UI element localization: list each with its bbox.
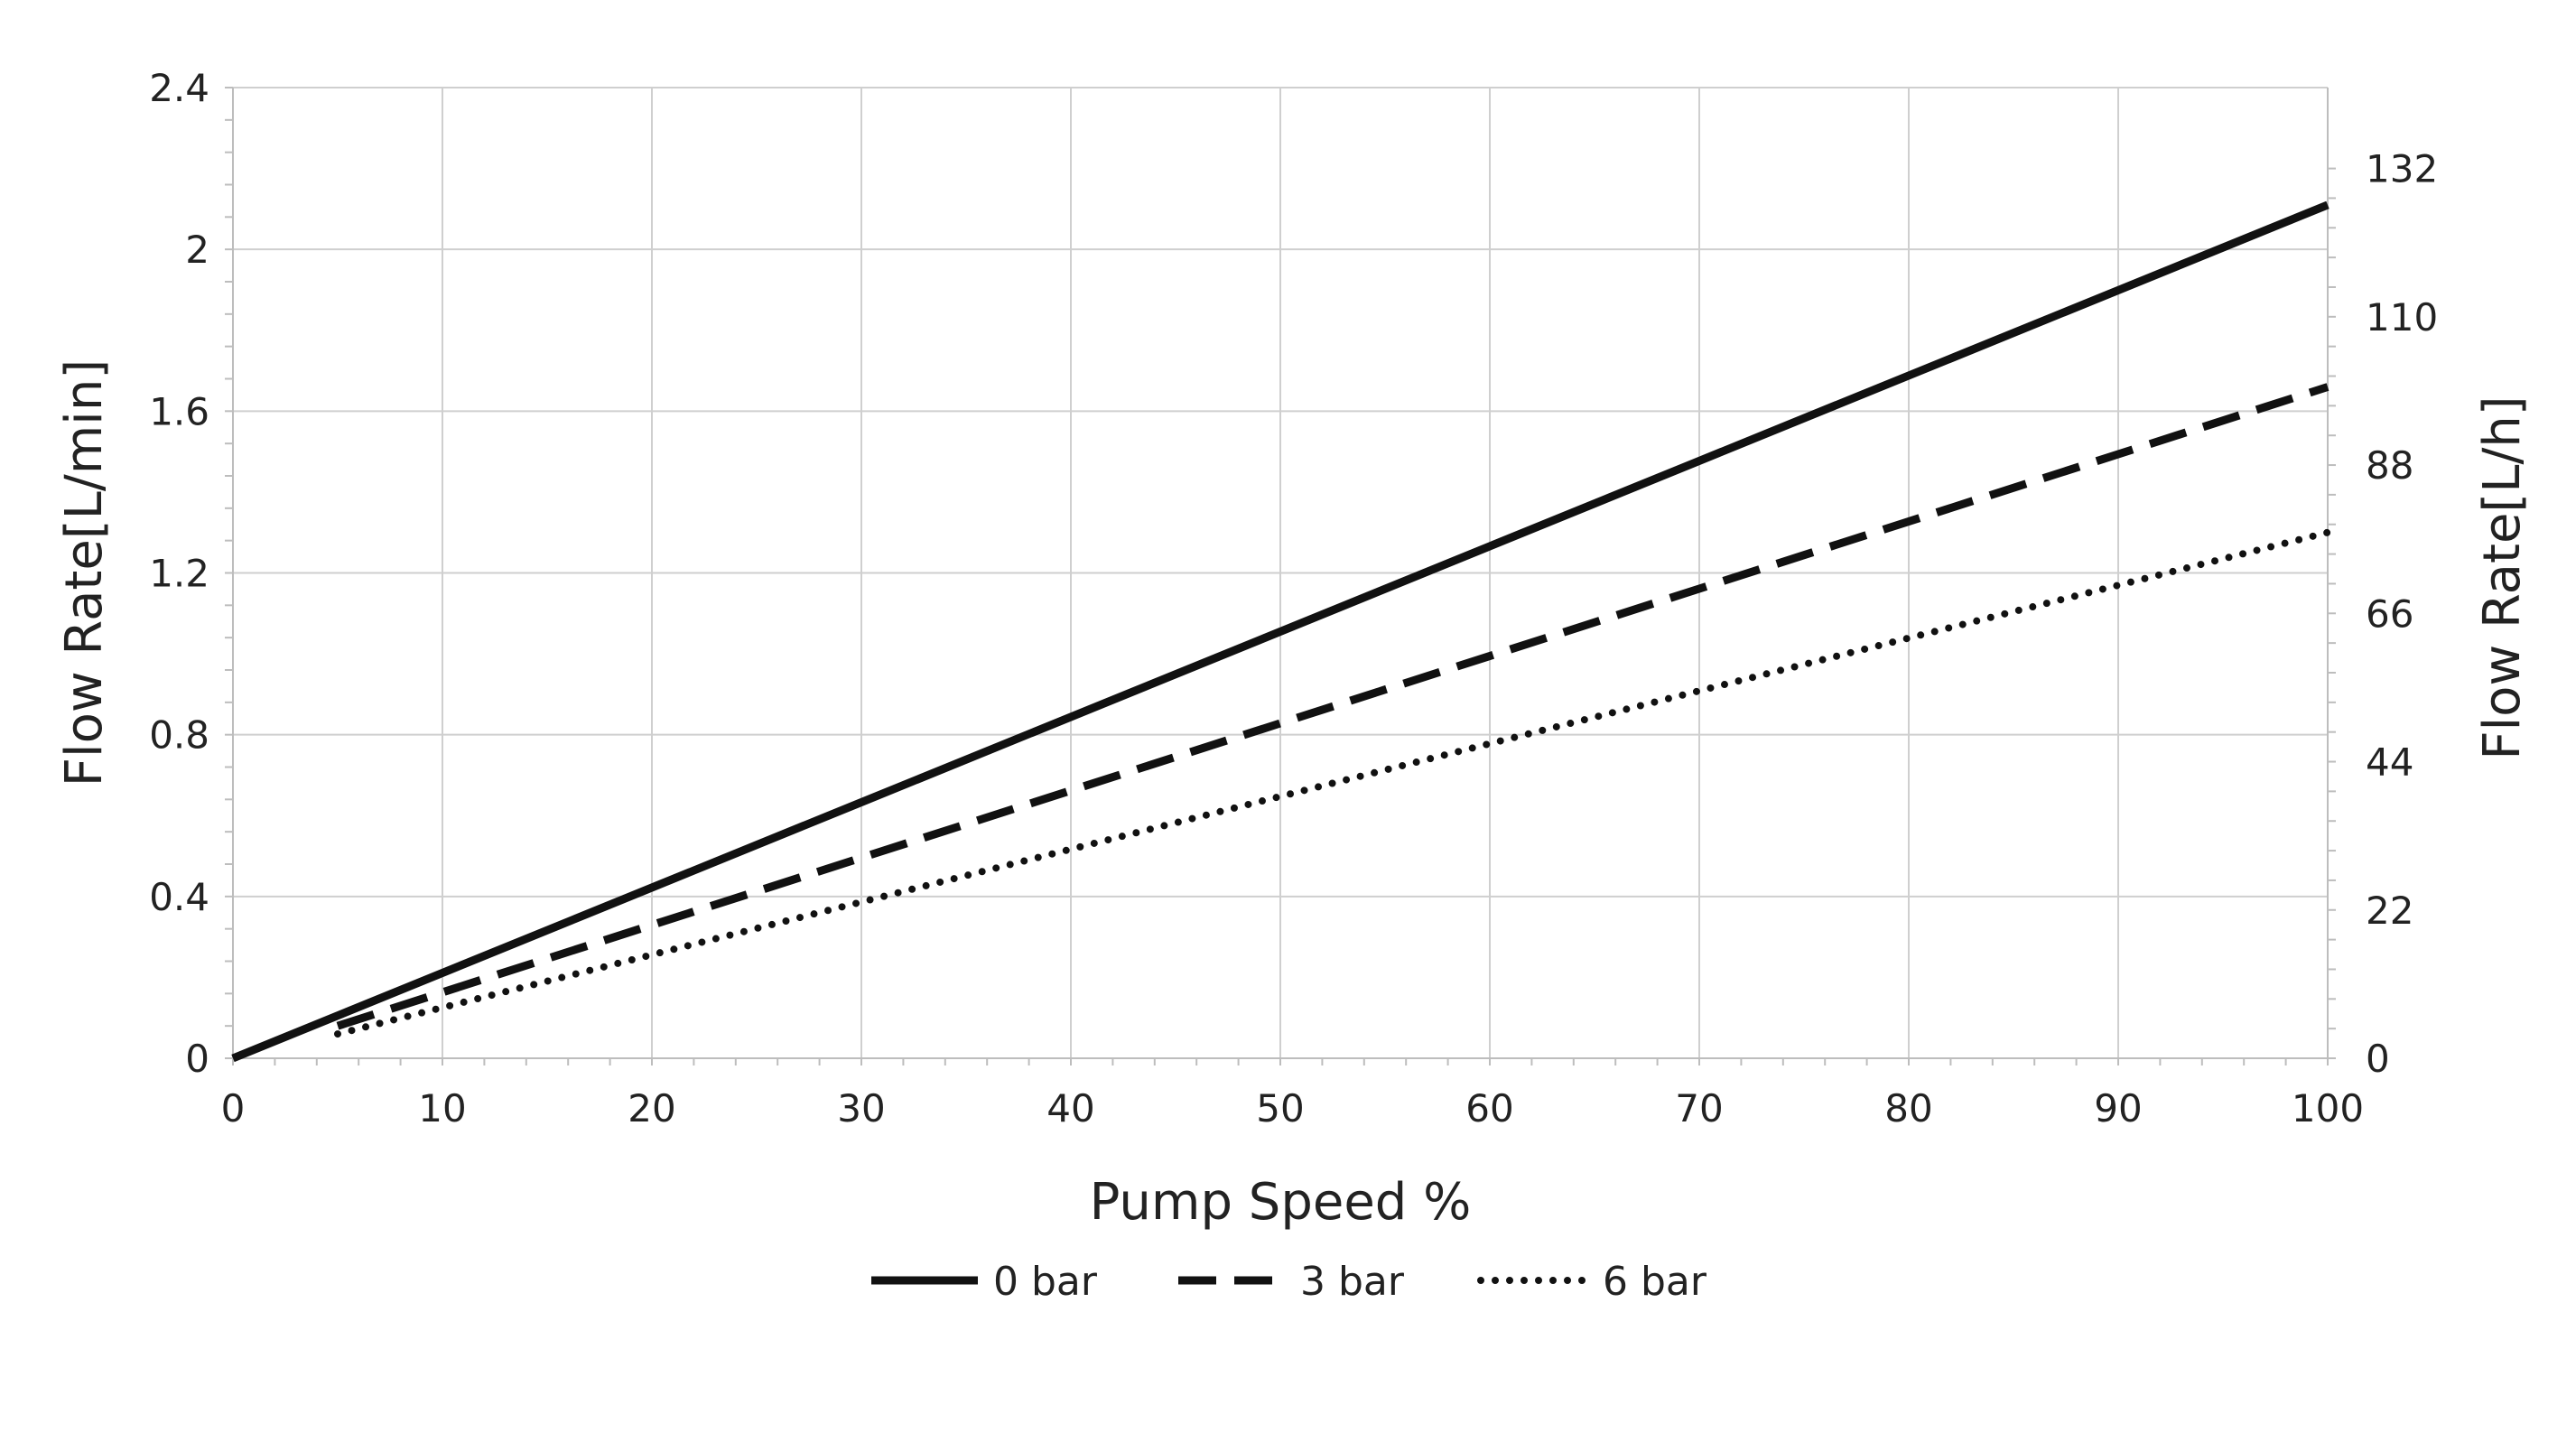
x-tick-label: 90	[2094, 1086, 2142, 1131]
y-tick-label: 1.6	[149, 389, 209, 433]
x-tick-label: 60	[1465, 1086, 1513, 1131]
y-right-tick-label: 132	[2366, 147, 2438, 191]
grid	[232, 87, 2329, 1059]
axes	[225, 87, 2336, 1065]
legend: 0 bar 3 bar 6 bar	[871, 1259, 1707, 1305]
y-tick-label: 0	[185, 1037, 209, 1081]
y-right-tick-label: 88	[2366, 443, 2413, 488]
series-line-solid	[231, 200, 2330, 1063]
x-tick-label: 70	[1675, 1086, 1723, 1131]
x-tick-label: 50	[1256, 1086, 1304, 1131]
x-tick-label: 10	[418, 1086, 466, 1131]
y-tick-label: 2	[185, 228, 209, 272]
y-axis-title: Flow Rate[L/min]	[55, 359, 114, 786]
legend-label: 6 bar	[1603, 1259, 1707, 1305]
legend-label: 3 bar	[1300, 1259, 1405, 1305]
y-tick-label: 2.4	[149, 66, 209, 110]
x-tick-label: 40	[1046, 1086, 1094, 1131]
x-tick-label: 20	[628, 1086, 675, 1131]
y-tick-label: 0.8	[149, 713, 209, 758]
x-tick-label: 80	[1884, 1086, 1932, 1131]
y-tick-label: 1.2	[149, 552, 209, 596]
x-tick-label: 30	[837, 1086, 885, 1131]
x-axis-title: Pump Speed %	[1090, 1173, 1472, 1232]
tick-labels: 0 10 20 30 40 50 60 70 80 90 10000.40.81.21.622.40…	[149, 66, 2438, 1131]
series-line-dotted	[334, 528, 2331, 1038]
y-right-tick-label: 0	[2366, 1037, 2390, 1081]
series-line-dashed	[336, 383, 2330, 1030]
y-axis-right-title: Flow Rate[L/h]	[2473, 395, 2532, 759]
legend-label: 0 bar	[993, 1259, 1098, 1305]
y-right-tick-label: 22	[2366, 889, 2413, 933]
y-tick-label: 0.4	[149, 875, 209, 919]
y-right-tick-label: 110	[2366, 295, 2438, 340]
series-lines	[231, 200, 2331, 1063]
x-tick-label: 100	[2292, 1086, 2364, 1131]
y-right-tick-label: 66	[2366, 591, 2413, 636]
y-right-tick-label: 44	[2366, 740, 2413, 785]
x-tick-label: 0	[221, 1086, 246, 1131]
